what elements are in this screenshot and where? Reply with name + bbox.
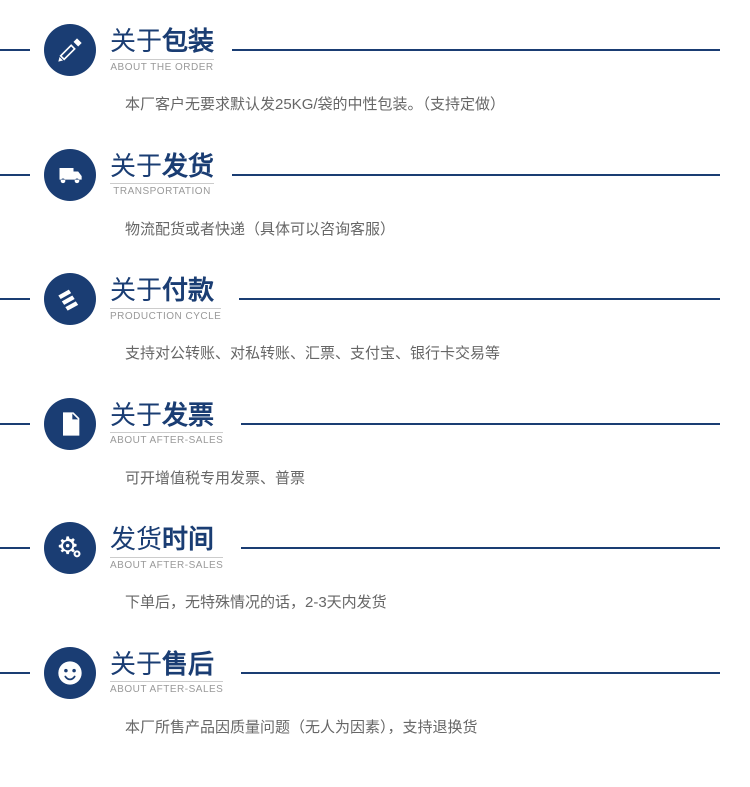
cards-icon	[44, 273, 96, 325]
info-section: 关于付款 PRODUCTION CYCLE 支持对公转账、对私转账、汇票、支付宝…	[0, 269, 750, 366]
section-title-block: 关于售后 ABOUT AFTER-SALES	[110, 650, 223, 696]
section-header: 发货时间 ABOUT AFTER-SALES	[0, 518, 750, 578]
divider-left	[0, 672, 30, 674]
divider-right	[232, 174, 720, 176]
title-prefix: 关于	[110, 400, 162, 430]
info-section: 关于售后 ABOUT AFTER-SALES 本厂所售产品因质量问题（无人为因素…	[0, 643, 750, 740]
divider-right	[241, 423, 720, 425]
title-prefix: 关于	[110, 275, 162, 305]
divider-left	[0, 298, 30, 300]
section-body: 本厂客户无要求默认发25KG/袋的中性包装。（支持定做）	[125, 94, 750, 117]
divider-right	[241, 547, 720, 549]
section-title: 关于包装	[110, 27, 214, 56]
title-bold: 售后	[162, 649, 214, 679]
info-section: 发货时间 ABOUT AFTER-SALES 下单后，无特殊情况的话，2-3天内…	[0, 518, 750, 615]
title-prefix: 关于	[110, 151, 162, 181]
divider-right	[232, 49, 720, 51]
section-body: 物流配货或者快递（具体可以咨询客服）	[125, 219, 750, 242]
info-section: 关于发货 TRANSPORTATION 物流配货或者快递（具体可以咨询客服）	[0, 145, 750, 242]
section-title: 关于发票	[110, 401, 223, 430]
title-bold: 付款	[162, 275, 214, 305]
section-body: 下单后，无特殊情况的话，2-3天内发货	[125, 592, 750, 615]
divider-right	[239, 298, 720, 300]
title-bold: 时间	[162, 524, 214, 554]
file-icon	[44, 398, 96, 450]
gears-icon	[44, 522, 96, 574]
section-header: 关于发货 TRANSPORTATION	[0, 145, 750, 205]
section-header: 关于售后 ABOUT AFTER-SALES	[0, 643, 750, 703]
info-section: 关于发票 ABOUT AFTER-SALES 可开增值税专用发票、普票	[0, 394, 750, 491]
section-subtitle: TRANSPORTATION	[110, 183, 214, 197]
title-bold: 发票	[162, 400, 214, 430]
section-header: 关于付款 PRODUCTION CYCLE	[0, 269, 750, 329]
title-prefix: 关于	[110, 649, 162, 679]
divider-left	[0, 547, 30, 549]
divider-right	[241, 672, 720, 674]
title-bold: 发货	[162, 151, 214, 181]
title-prefix: 关于	[110, 26, 162, 56]
section-title: 关于售后	[110, 650, 223, 679]
section-title: 关于发货	[110, 152, 214, 181]
section-header: 关于包装 ABOUT THE ORDER	[0, 20, 750, 80]
pencil-ruler-icon	[44, 24, 96, 76]
truck-icon	[44, 149, 96, 201]
section-subtitle: ABOUT AFTER-SALES	[110, 432, 223, 446]
section-title-block: 关于发货 TRANSPORTATION	[110, 152, 214, 198]
section-title: 发货时间	[110, 525, 223, 554]
title-prefix: 发货	[110, 524, 162, 554]
section-body: 可开增值税专用发票、普票	[125, 468, 750, 491]
section-subtitle: ABOUT THE ORDER	[110, 59, 214, 73]
section-title-block: 发货时间 ABOUT AFTER-SALES	[110, 525, 223, 571]
divider-left	[0, 49, 30, 51]
section-title-block: 关于付款 PRODUCTION CYCLE	[110, 276, 221, 322]
divider-left	[0, 174, 30, 176]
title-bold: 包装	[162, 26, 214, 56]
section-subtitle: ABOUT AFTER-SALES	[110, 681, 223, 695]
face-icon	[44, 647, 96, 699]
section-subtitle: ABOUT AFTER-SALES	[110, 557, 223, 571]
section-title-block: 关于发票 ABOUT AFTER-SALES	[110, 401, 223, 447]
divider-left	[0, 423, 30, 425]
section-title: 关于付款	[110, 276, 221, 305]
section-body: 支持对公转账、对私转账、汇票、支付宝、银行卡交易等	[125, 343, 750, 366]
info-section: 关于包装 ABOUT THE ORDER 本厂客户无要求默认发25KG/袋的中性…	[0, 20, 750, 117]
section-subtitle: PRODUCTION CYCLE	[110, 308, 221, 322]
section-body: 本厂所售产品因质量问题（无人为因素），支持退换货	[125, 717, 750, 740]
section-title-block: 关于包装 ABOUT THE ORDER	[110, 27, 214, 73]
section-header: 关于发票 ABOUT AFTER-SALES	[0, 394, 750, 454]
